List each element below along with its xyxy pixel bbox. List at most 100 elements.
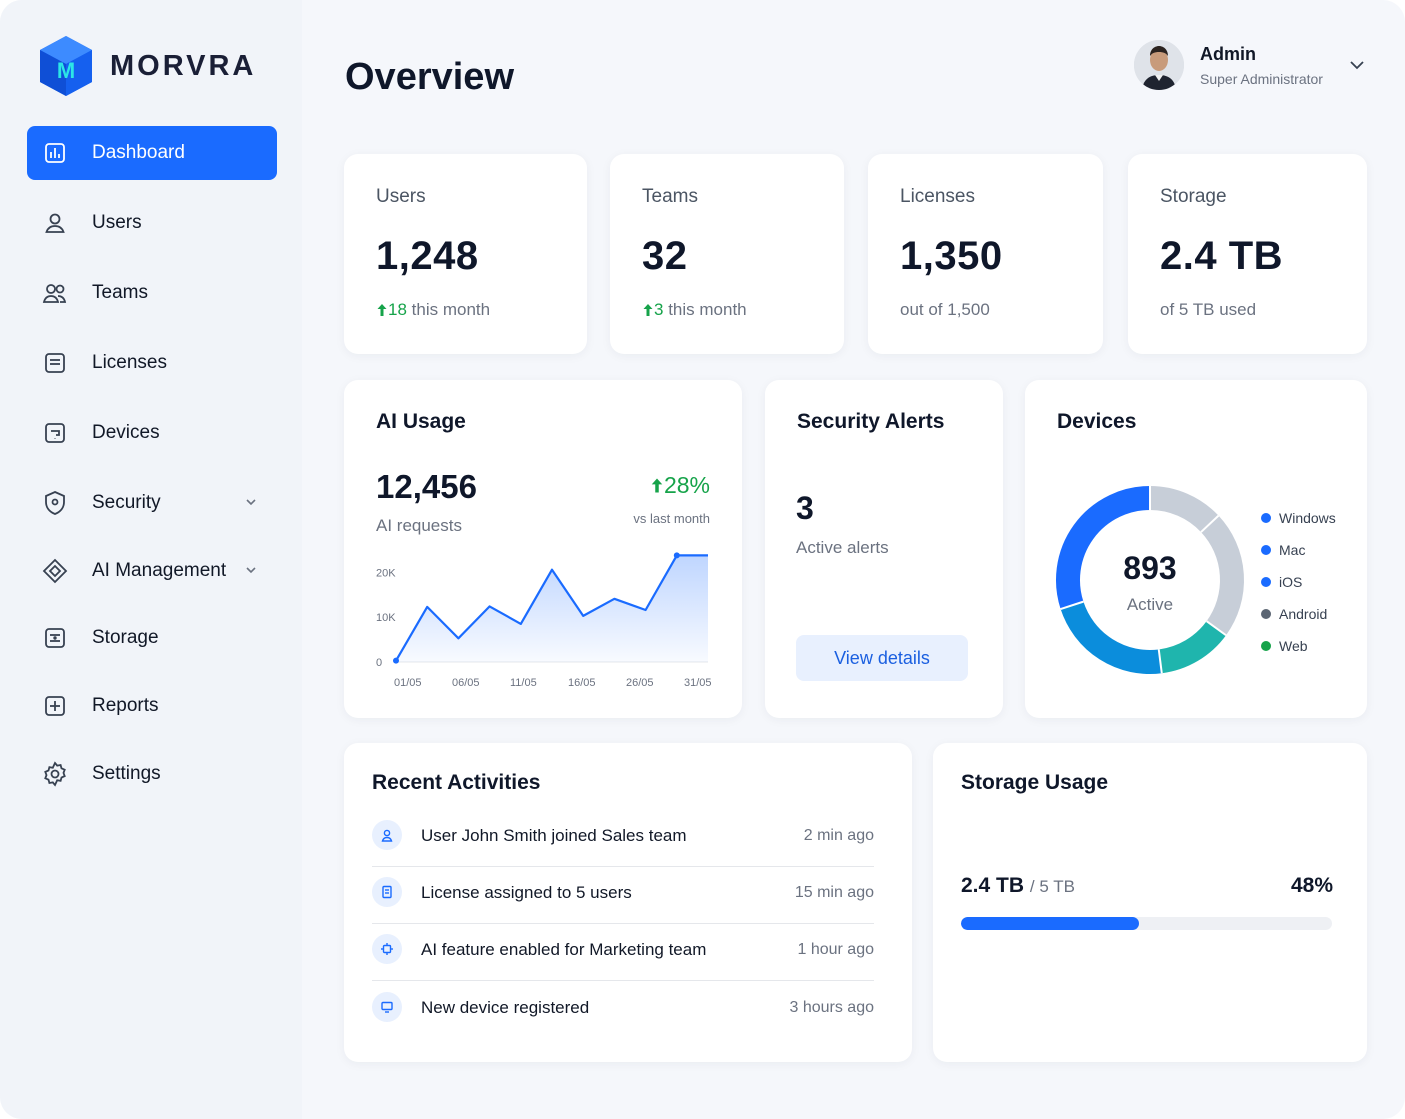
arrow-up-icon bbox=[377, 304, 387, 316]
devices-active-caption: Active bbox=[1126, 595, 1174, 614]
sidebar-item-label: Users bbox=[92, 212, 142, 233]
chevron-down-icon[interactable] bbox=[243, 562, 259, 578]
ai-usage-card: AI Usage 12,456 AI requests 28% vs last … bbox=[344, 380, 742, 718]
chevron-down-icon[interactable] bbox=[243, 494, 259, 510]
avatar bbox=[1134, 40, 1184, 90]
x-tick-label: 01/05 bbox=[394, 677, 422, 689]
activity-text: License assigned to 5 users bbox=[421, 883, 632, 902]
sidebar-item-users[interactable]: Users bbox=[27, 196, 277, 250]
trend-up: 3 bbox=[642, 300, 663, 320]
chevron-down-icon[interactable] bbox=[1348, 58, 1366, 72]
devices-active-count: 893 bbox=[1123, 550, 1177, 586]
storage-used-value: 2.4 TB bbox=[961, 874, 1025, 897]
svg-text:M: M bbox=[57, 58, 75, 83]
card-title: Devices bbox=[1057, 410, 1137, 433]
license-icon bbox=[372, 877, 402, 907]
donut-slice-web[interactable] bbox=[1200, 515, 1244, 636]
trend-up: 18 bbox=[376, 300, 407, 320]
storage-icon bbox=[41, 624, 69, 652]
ai-usage-change-value: 28% bbox=[663, 472, 710, 498]
sidebar-item-teams[interactable]: Teams bbox=[27, 266, 277, 320]
user-profile-menu[interactable]: Admin Super Administrator bbox=[1134, 40, 1364, 90]
sidebar-item-settings[interactable]: Settings bbox=[27, 747, 277, 801]
stat-value: 1,350 bbox=[900, 234, 1003, 278]
ai-usage-value: 12,456 bbox=[376, 468, 477, 505]
brand-name: MORVRA bbox=[110, 49, 257, 82]
sidebar-item-label: Storage bbox=[92, 627, 159, 648]
list-item[interactable]: User John Smith joined Sales team 2 min … bbox=[372, 810, 874, 867]
sidebar-item-licenses[interactable]: Licenses bbox=[27, 336, 277, 390]
ai-usage-caption: AI requests bbox=[376, 516, 462, 535]
sidebar-item-label: Teams bbox=[92, 282, 148, 303]
legend-item-mac: Mac bbox=[1261, 542, 1305, 558]
license-icon bbox=[41, 349, 69, 377]
data-point[interactable] bbox=[673, 552, 680, 559]
sidebar-item-label: Devices bbox=[92, 422, 160, 443]
y-tick-label: 20K bbox=[376, 567, 396, 579]
stat-value: 1,248 bbox=[376, 234, 479, 278]
storage-usage-card: Storage Usage 2.4 TB / 5 TB 48% bbox=[933, 743, 1367, 1062]
ai-icon bbox=[372, 934, 402, 964]
activity-time: 2 min ago bbox=[803, 827, 874, 844]
sidebar-item-label: Security bbox=[92, 492, 161, 513]
brand-logo-icon: M bbox=[40, 36, 92, 96]
legend-label: Web bbox=[1279, 638, 1308, 654]
brand[interactable]: M MORVRA bbox=[38, 34, 256, 98]
sidebar-item-label: Dashboard bbox=[92, 142, 185, 163]
list-item[interactable]: New device registered 3 hours ago bbox=[372, 982, 874, 1039]
card-title: Security Alerts bbox=[797, 410, 945, 433]
sidebar-item-reports[interactable]: Reports bbox=[27, 679, 277, 733]
x-tick-label: 26/05 bbox=[626, 677, 654, 689]
y-tick-label: 10K bbox=[376, 612, 396, 624]
report-icon bbox=[41, 692, 69, 720]
y-tick-label: 0 bbox=[376, 657, 382, 669]
donut-slice-android[interactable] bbox=[1149, 486, 1219, 533]
x-tick-label: 16/05 bbox=[568, 677, 596, 689]
legend-dot bbox=[1261, 609, 1271, 619]
donut-separator bbox=[1157, 649, 1163, 674]
donut-slice-windows[interactable] bbox=[1056, 486, 1151, 610]
devices-card: Devices 893 Active Windows Mac iOS Andro… bbox=[1025, 380, 1367, 718]
sidebar-item-dashboard[interactable]: Dashboard bbox=[27, 126, 277, 180]
recent-activities-card: Recent Activities User John Smith joined… bbox=[344, 743, 912, 1062]
legend-item-windows: Windows bbox=[1261, 510, 1336, 526]
alerts-caption: Active alerts bbox=[796, 538, 889, 557]
view-details-button[interactable]: View details bbox=[796, 635, 968, 681]
list-item[interactable]: AI feature enabled for Marketing team 1 … bbox=[372, 924, 874, 981]
list-item[interactable]: License assigned to 5 users 15 min ago bbox=[372, 867, 874, 924]
stat-sub: 18 this month bbox=[376, 300, 490, 320]
ai-diamond-icon bbox=[41, 557, 69, 585]
donut-separator bbox=[1206, 620, 1227, 637]
stat-value: 32 bbox=[642, 234, 688, 278]
ai-usage-change: 28% bbox=[650, 472, 710, 499]
sidebar-item-security[interactable]: Security bbox=[27, 476, 277, 530]
donut-slice-ios[interactable] bbox=[1158, 620, 1227, 674]
series-area bbox=[396, 555, 708, 662]
teams-icon bbox=[41, 279, 69, 307]
card-title: Storage Usage bbox=[961, 771, 1109, 794]
stat-card-teams: Teams 32 3 this month bbox=[610, 154, 844, 354]
stat-card-licenses: Licenses 1,350 out of 1,500 bbox=[868, 154, 1103, 354]
stat-sub-text: out of 1,500 bbox=[900, 300, 990, 319]
sidebar-item-ai-management[interactable]: AI Management bbox=[27, 544, 277, 598]
sidebar-item-storage[interactable]: Storage bbox=[27, 611, 277, 665]
sidebar-item-label: Reports bbox=[92, 695, 159, 716]
legend-label: Android bbox=[1279, 606, 1328, 622]
legend-dot bbox=[1261, 513, 1271, 523]
shield-icon bbox=[41, 489, 69, 517]
storage-total: / 5 TB bbox=[1029, 877, 1075, 896]
donut-slice-mac[interactable] bbox=[1060, 601, 1162, 674]
alerts-count: 3 bbox=[796, 490, 814, 526]
stat-label: Storage bbox=[1160, 186, 1227, 207]
legend-label: iOS bbox=[1279, 574, 1303, 590]
main-content: Overview Admin Super Administrator Users… bbox=[302, 0, 1405, 1119]
activity-time: 3 hours ago bbox=[789, 999, 874, 1016]
storage-progress-track bbox=[961, 917, 1332, 930]
legend-label: Windows bbox=[1279, 510, 1336, 526]
x-tick-label: 11/05 bbox=[510, 677, 537, 689]
data-point[interactable] bbox=[393, 657, 399, 664]
sidebar-item-devices[interactable]: Devices bbox=[27, 406, 277, 460]
stat-card-users: Users 1,248 18 this month bbox=[344, 154, 587, 354]
device-icon bbox=[372, 992, 402, 1022]
